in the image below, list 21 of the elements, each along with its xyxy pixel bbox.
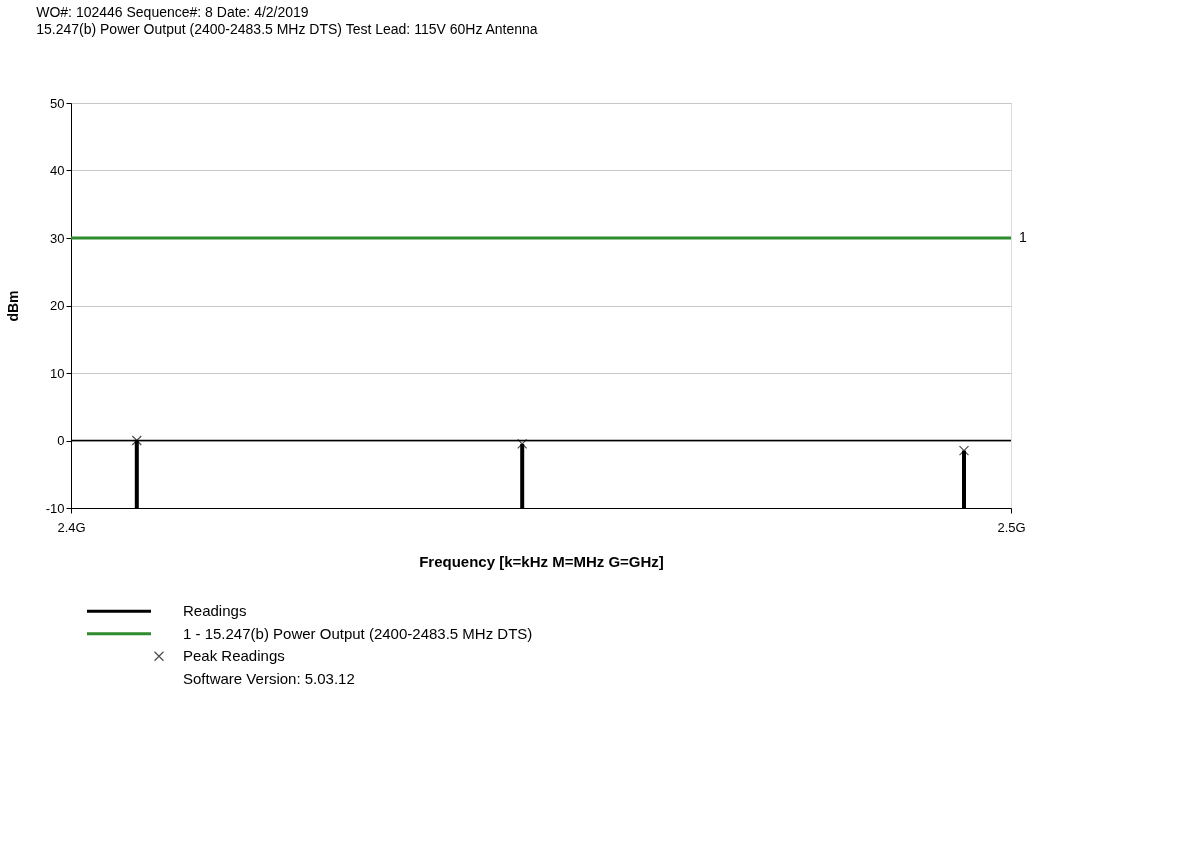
legend-label: Readings [183,602,247,620]
x-tick-label: 2.4G [57,519,86,535]
y-tick-label: 40 [50,163,65,178]
annotation: 1 [1019,229,1027,245]
x-axis-title: Frequency [k=kHz M=MHz G=GHz] [419,552,664,570]
y-tick-label: 20 [50,298,65,313]
chart-title: WO#: 102446 Sequence#: 8 Date: 4/2/2019 [36,4,309,20]
point [517,438,528,449]
y-tick-label: 10 [50,365,65,381]
y-tick-label: -10 [45,500,65,516]
x-tick-label: 2.5G [997,519,1026,535]
legend-label: Peak Readings [183,647,285,665]
y-tick-label: 50 [50,95,65,111]
y-tick-label: 30 [50,230,65,246]
point [958,445,970,456]
y-tick-label: 0 [57,433,65,448]
text: Software Version: 5.03.12 [183,669,355,687]
point [131,435,142,446]
legend-label: 1 - 15.247(b) Power Output (2400-2483.5 MHz DTS) [183,624,533,642]
y-axis-title: dBm [4,290,21,322]
chart-subtitle: 15.247(b) Power Output (2400-2483.5 MHz DTS) Test Lead: 115V 60Hz Antenna [36,21,538,37]
